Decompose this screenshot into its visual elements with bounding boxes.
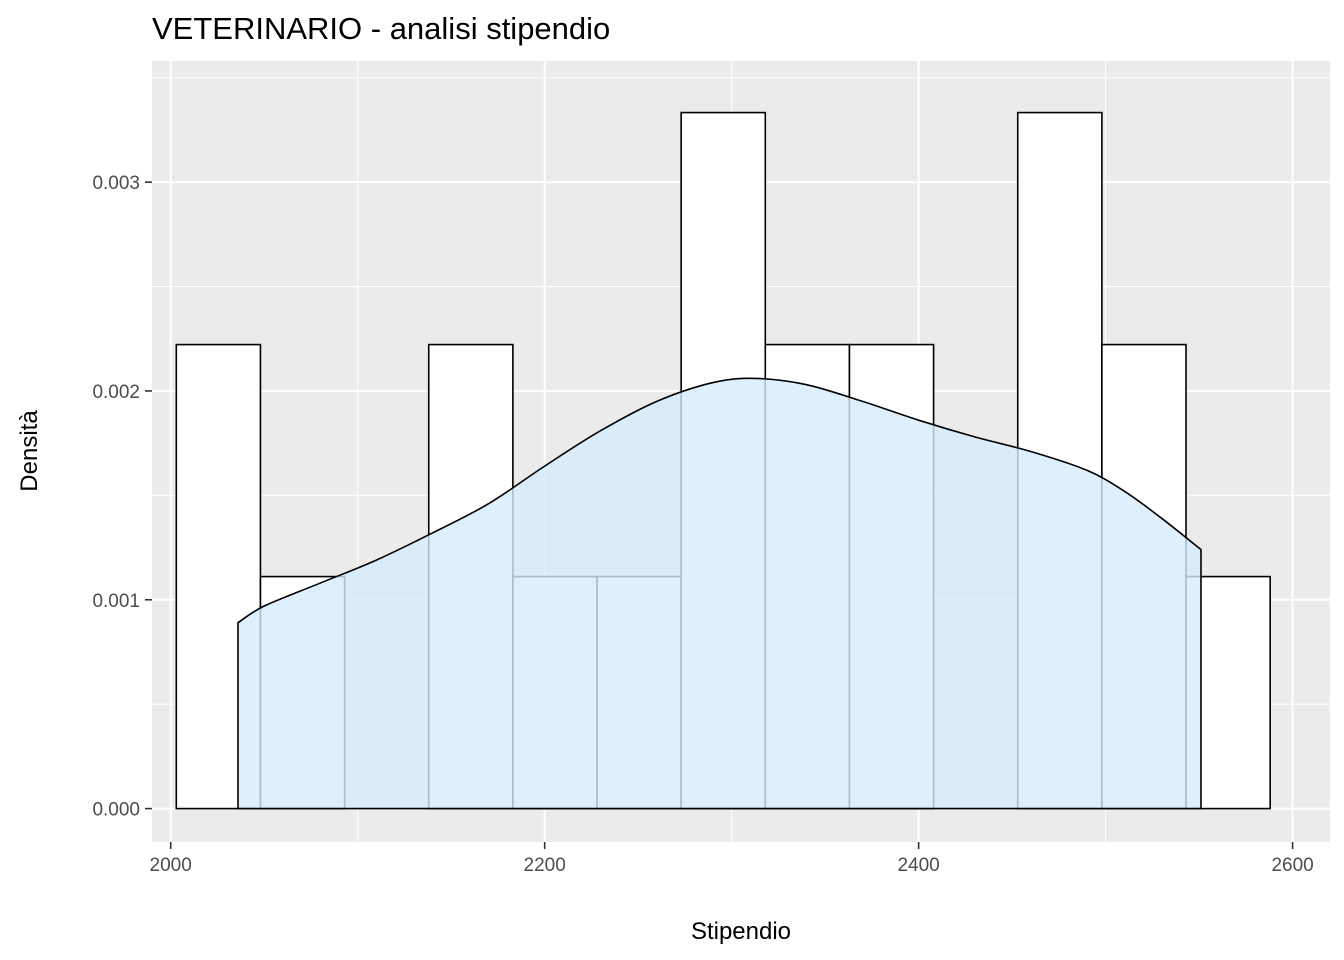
chart-title: VETERINARIO - analisi stipendio xyxy=(152,11,610,46)
x-axis-label: Stipendio xyxy=(691,918,791,945)
y-tick-label: 0.002 xyxy=(92,382,140,403)
y-axis: 0.000 0.001 0.002 0.003 xyxy=(92,173,152,821)
x-tick-label: 2400 xyxy=(897,855,939,876)
x-tick-label: 2600 xyxy=(1271,855,1313,876)
x-axis: 2000 2200 2400 2600 xyxy=(150,842,1314,876)
y-axis-label: Densità xyxy=(16,410,43,492)
y-tick-label: 0.000 xyxy=(92,800,140,821)
x-tick-label: 2200 xyxy=(524,855,566,876)
density-curve xyxy=(237,377,1202,810)
x-tick-label: 2000 xyxy=(150,855,192,876)
y-tick-label: 0.001 xyxy=(92,591,140,612)
y-tick-label: 0.003 xyxy=(92,173,140,194)
